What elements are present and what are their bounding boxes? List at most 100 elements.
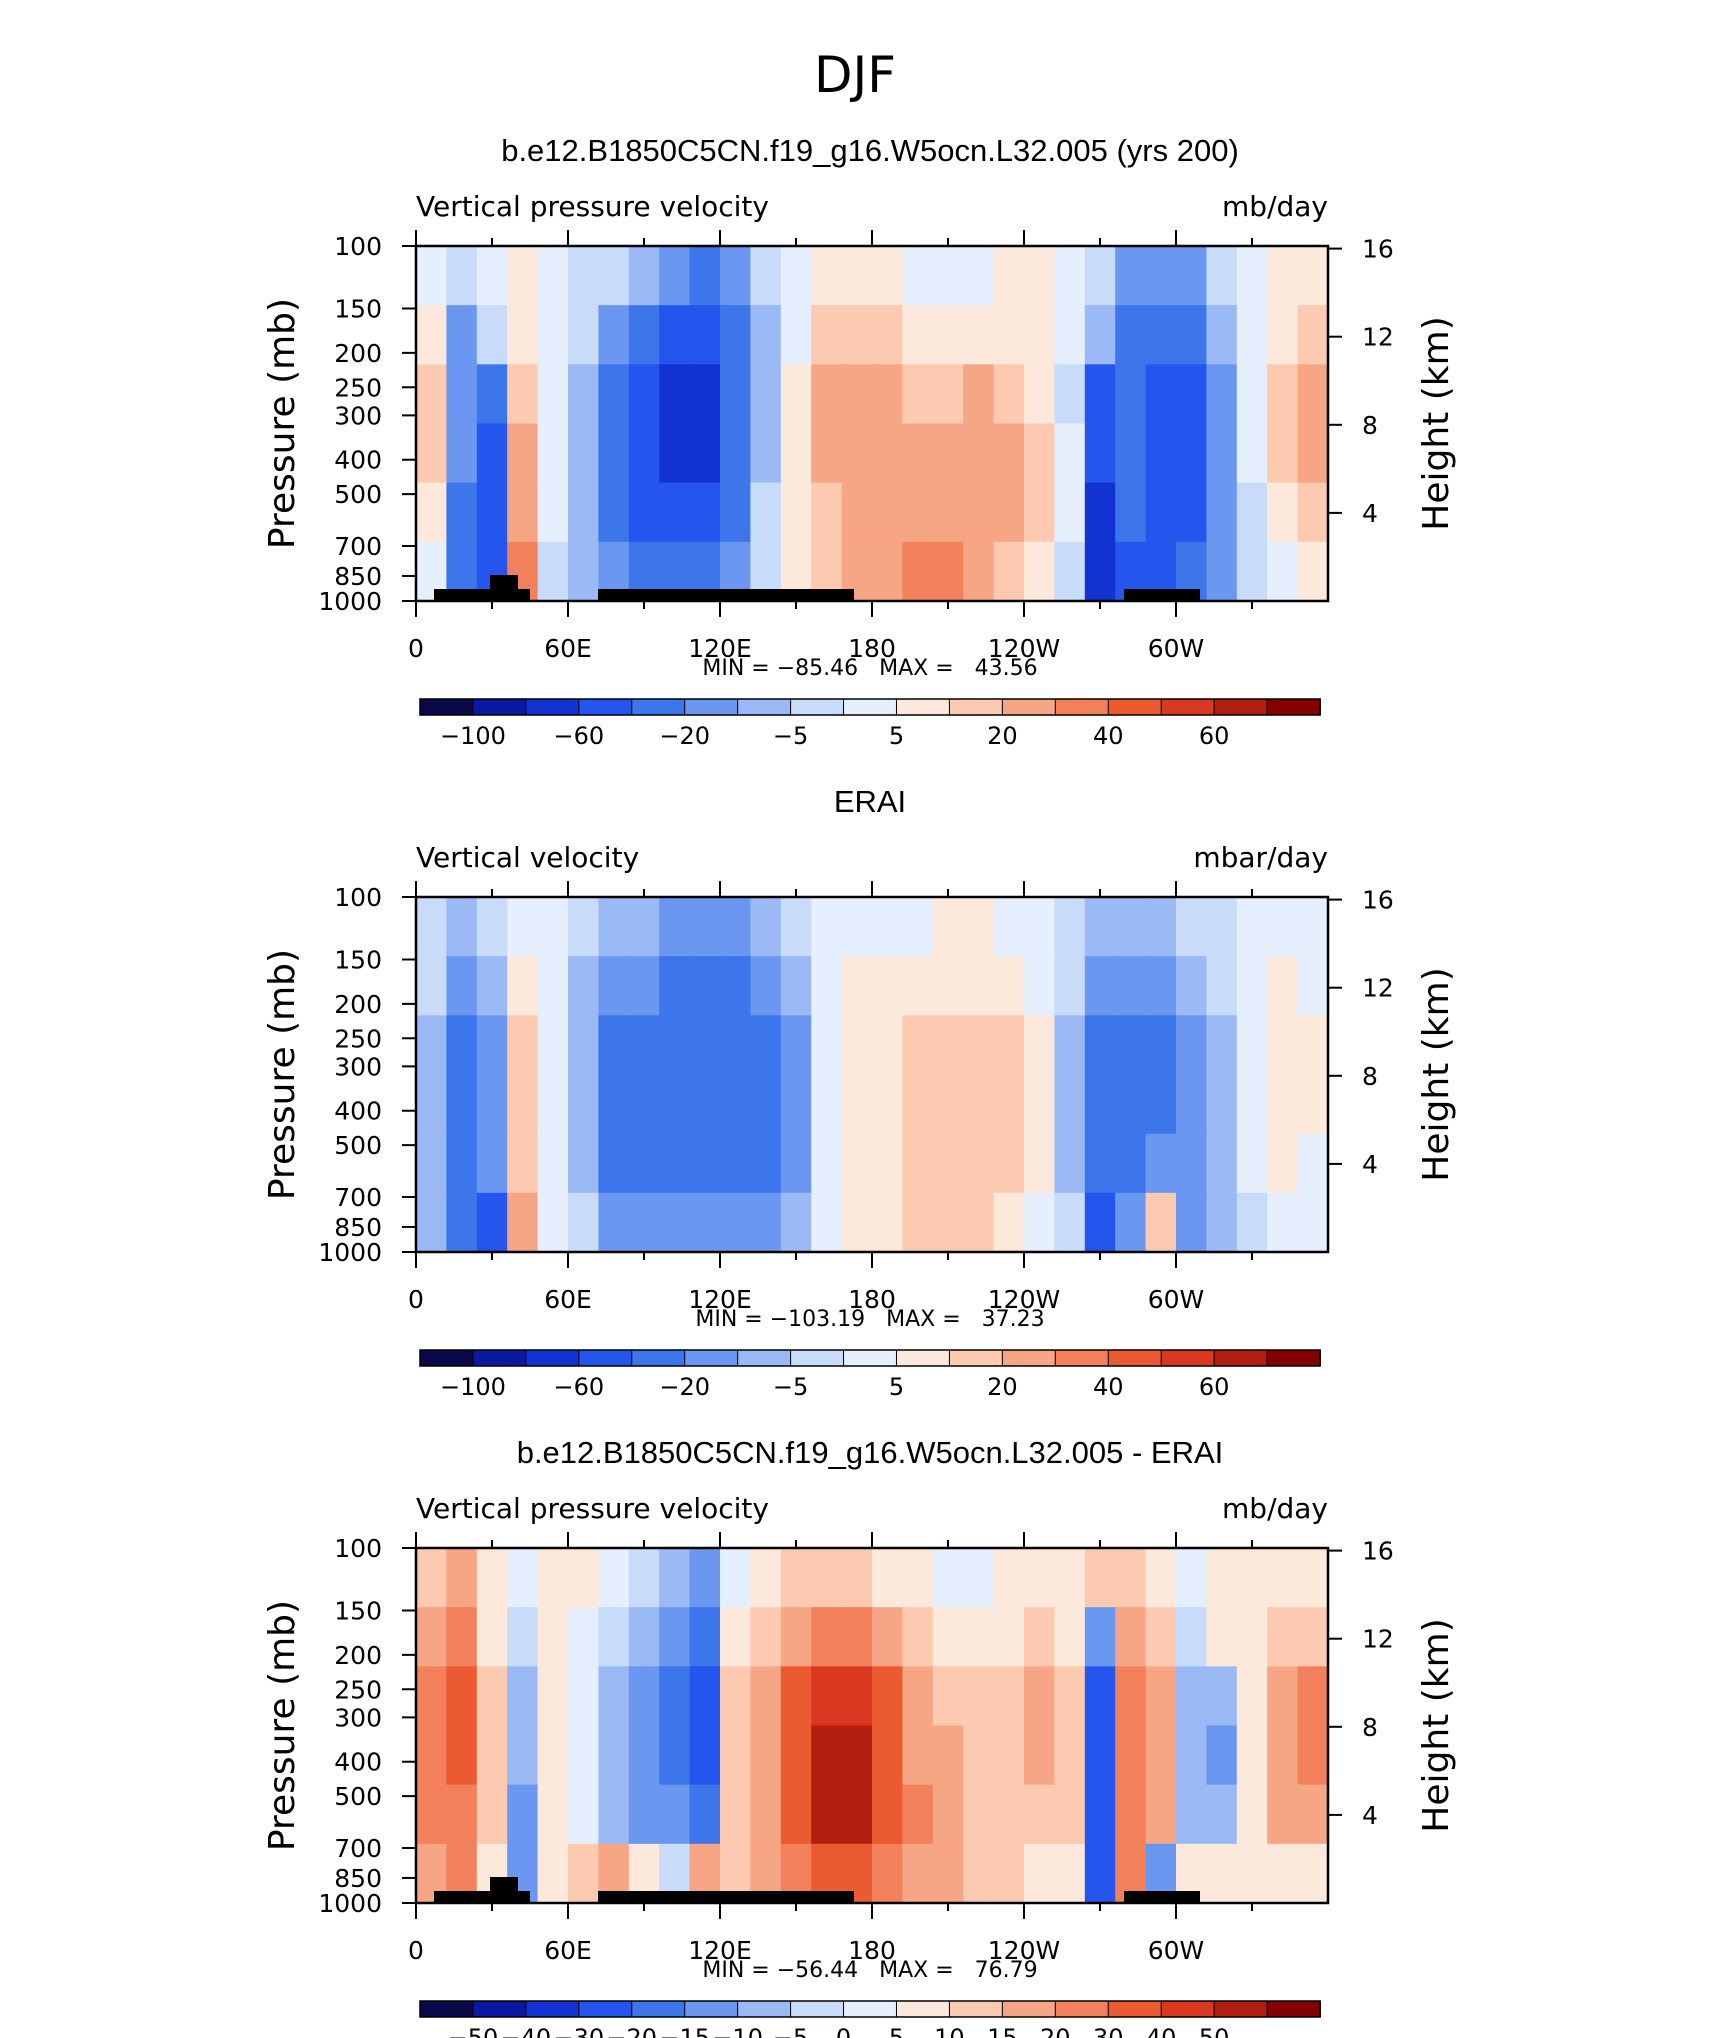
heatmap-cell [902,541,934,602]
heatmap-cell [476,1192,508,1253]
heatmap-cell [1236,1133,1268,1194]
panel-3: b.e12.B1850C5CN.f19_g16.W5ocn.L32.005 - … [262,1435,1457,2038]
colorbar-swatch [578,1349,633,1367]
heatmap-cell [537,1843,569,1904]
heatmap-cell [932,897,964,957]
colorbar-swatch [737,2000,792,2018]
heatmap-cell [872,364,903,425]
heatmap-cell [1206,305,1238,365]
heatmap-cell [811,1725,843,1786]
heatmap-cell [598,246,630,306]
heatmap-cell [1054,956,1086,1016]
heatmap-cell [872,956,903,1016]
heatmap-cell [1115,897,1147,957]
heatmap-cell [446,1548,478,1608]
heatmap-cell [446,956,478,1016]
heatmap-cell [993,1725,1025,1786]
heatmap-cell [1145,1725,1177,1786]
colorbar-swatch [525,1349,580,1367]
heatmap-cell [689,246,721,306]
heatmap-cell [537,364,569,425]
heatmap-cell [932,246,964,306]
heatmap-cell [1054,541,1086,602]
heatmap-cell [537,482,569,543]
pressure-tick-label: 500 [334,1782,382,1811]
heatmap-cell [1145,1133,1177,1194]
colorbar-label: −20 [659,1373,710,1401]
heatmap-cell [841,897,873,957]
heatmap-cell [416,482,447,543]
colorbar-label: −100 [440,1373,506,1401]
x-tick-label: 60E [544,1936,592,1965]
heatmap-cell [568,482,599,543]
pressure-tick-label: 400 [334,1097,382,1126]
heatmap-cell [841,1607,873,1667]
heatmap-cell [841,1133,873,1194]
heatmap-cell [902,1666,934,1727]
x-tick-label: 0 [408,1936,424,1965]
heatmap-cell [1024,956,1055,1016]
topography-bar [490,575,518,601]
heatmap-cell [750,1133,782,1194]
heatmap-cell [416,1725,447,1786]
heatmap-cell [507,423,539,484]
heatmap-cell [1054,897,1086,957]
heatmap-cell [1236,1074,1268,1135]
heatmap-cell [689,305,721,365]
heatmap-cell [1145,1666,1177,1727]
colorbar-label: 60 [1199,722,1230,750]
heatmap-cell [1206,956,1238,1016]
heatmap-cell [1084,897,1116,957]
min-max-stats: MIN = −103.19 MAX = 37.23 [695,1307,1044,1332]
heatmap-cell [963,1725,995,1786]
heatmap-cell [416,364,447,425]
pressure-tick-label: 850 [334,562,382,591]
heatmap-cell [1024,1133,1055,1194]
min-max-stats: MIN = −56.44 MAX = 76.79 [702,1958,1037,1983]
topography-bar [598,589,854,601]
heatmap-cell [1236,305,1268,365]
pressure-tick-label: 300 [334,1052,382,1081]
heatmap-cell [1236,1784,1268,1845]
heatmap-cell [1236,364,1268,425]
heatmap-cells [416,1548,1329,1904]
x-tick-label: 120E [688,1285,752,1314]
colorbar-label: 50 [1199,2024,1230,2038]
heatmap-cell [1176,1192,1207,1253]
heatmap-cell [689,956,721,1016]
heatmap-cell [416,1192,447,1253]
heatmap-cell [963,1074,995,1135]
pressure-tick-label: 500 [334,1131,382,1160]
pressure-tick-label: 300 [334,1703,382,1732]
heatmap-cell [1084,1784,1116,1845]
heatmap-cell [537,541,569,602]
heatmap-cell [659,423,691,484]
heatmap-cell [476,305,508,365]
heatmap-cell [1297,1666,1329,1727]
heatmap-cell [720,423,751,484]
heatmap-cell [446,1784,478,1845]
heatmap-cell [963,897,995,957]
min-max-stats: MIN = −85.46 MAX = 43.56 [702,656,1037,681]
heatmap-cell [1024,1666,1055,1727]
heatmap-cell [446,482,478,543]
heatmap-cell [1206,1015,1238,1076]
heatmap-cell [598,1074,630,1135]
pressure-tick-label: 200 [334,1641,382,1670]
colorbar-label: 20 [1040,2024,1071,2038]
heatmap-cell [720,1607,751,1667]
heatmap-cell [841,305,873,365]
heatmap-cell [568,305,599,365]
heatmap-cell [598,423,630,484]
colorbar-label: −30 [553,2024,604,2038]
heatmap-cell [841,364,873,425]
heatmap-cell [1084,541,1116,602]
heatmap-cell [1297,541,1329,602]
colorbar-label: 40 [1146,2024,1177,2038]
heatmap-cell [689,1192,721,1253]
heatmap-cell [598,482,630,543]
pressure-tick-label: 400 [334,446,382,475]
colorbar-label: 5 [889,2024,904,2038]
heatmap-cell [872,1192,903,1253]
